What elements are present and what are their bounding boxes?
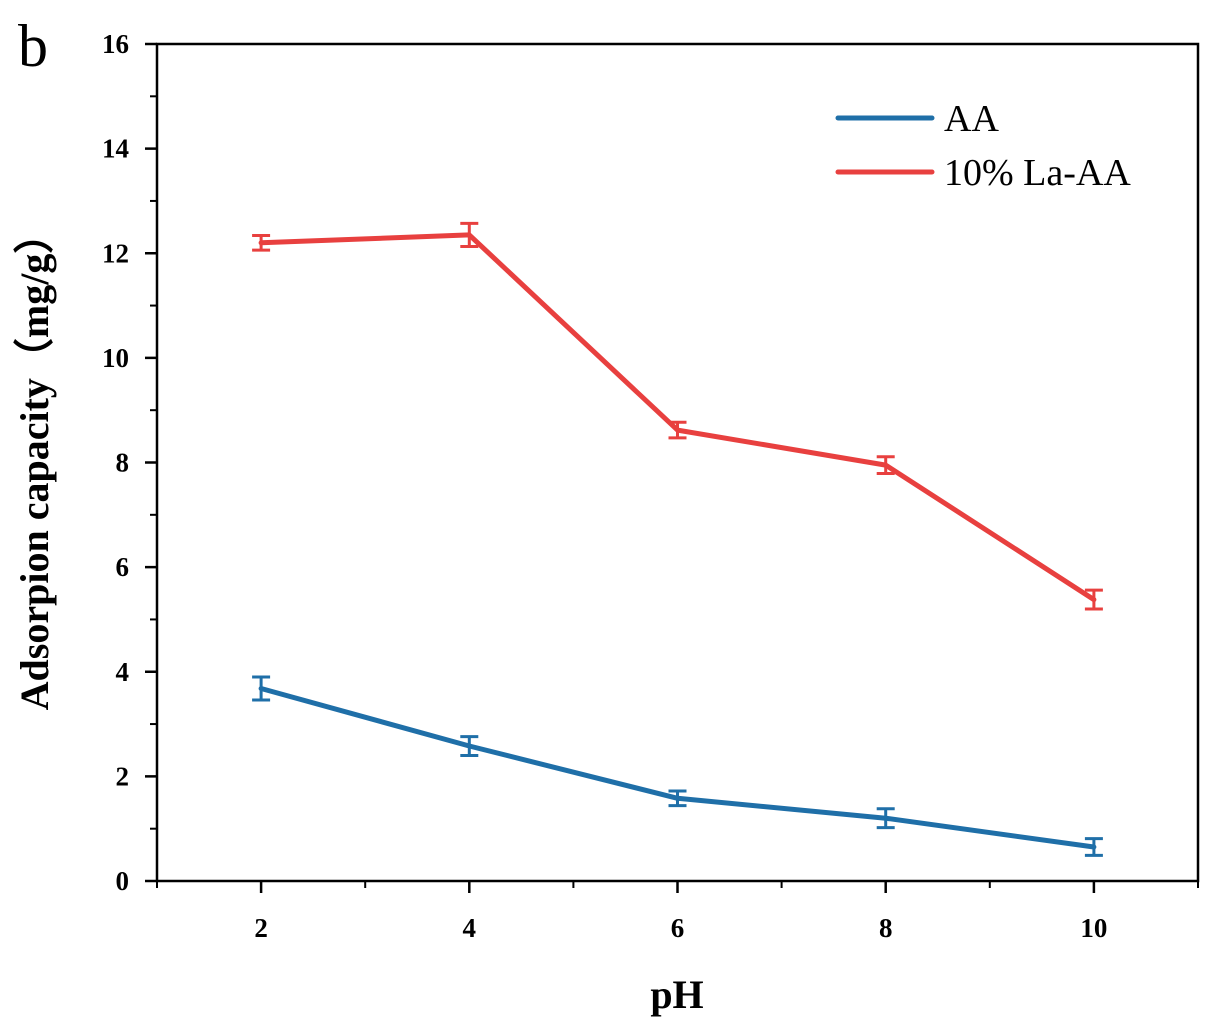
error-bar xyxy=(1084,588,1103,611)
x-tick-label: 2 xyxy=(254,913,268,943)
series-line-1 xyxy=(258,686,1097,850)
y-tick-label: 2 xyxy=(116,761,130,791)
y-tick-label: 4 xyxy=(116,657,130,687)
data-point xyxy=(676,796,679,800)
x-tick-label: 4 xyxy=(463,913,477,943)
x-axis-title: pH xyxy=(650,972,703,1017)
data-point xyxy=(884,816,888,820)
y-axis-title: Adsorpion capacity（mg/g） xyxy=(12,214,57,711)
error-bar xyxy=(460,221,479,248)
x-axis: 2 4 6 8 10 xyxy=(156,881,1199,943)
y-tick-label: 8 xyxy=(116,448,130,478)
data-point xyxy=(259,241,263,245)
legend-label-2: 10% La-AA xyxy=(944,152,1131,194)
error-bar xyxy=(876,455,895,475)
data-point xyxy=(467,744,471,748)
y-tick-label: 14 xyxy=(102,134,129,164)
error-bar xyxy=(460,735,479,757)
data-point xyxy=(676,428,679,432)
error-bar xyxy=(668,789,687,808)
x-tick-label: 6 xyxy=(671,913,685,943)
error-bar xyxy=(252,675,271,702)
error-bar xyxy=(252,233,271,252)
legend-label-1: AA xyxy=(944,98,999,140)
data-point xyxy=(884,463,888,467)
y-tick-label: 12 xyxy=(102,238,129,268)
y-tick-label: 0 xyxy=(116,866,130,896)
y-tick-label: 16 xyxy=(102,29,129,59)
x-tick-label: 8 xyxy=(879,913,893,943)
data-point xyxy=(467,233,471,237)
legend: AA 10% La-AA xyxy=(835,98,1131,194)
error-bar xyxy=(876,807,895,830)
series-line-2 xyxy=(258,232,1097,603)
error-bar xyxy=(1084,837,1103,857)
series-layer xyxy=(252,221,1103,857)
data-point xyxy=(1092,845,1096,849)
data-point xyxy=(1092,598,1096,602)
y-tick-label: 10 xyxy=(102,343,129,373)
x-tick-label: 10 xyxy=(1080,913,1107,943)
panel-label: b xyxy=(18,13,48,79)
y-tick-label: 6 xyxy=(116,552,130,582)
error-bar xyxy=(668,420,687,440)
data-point xyxy=(259,686,263,690)
y-axis: 0 2 4 6 8 10 12 14 16 xyxy=(102,29,157,896)
